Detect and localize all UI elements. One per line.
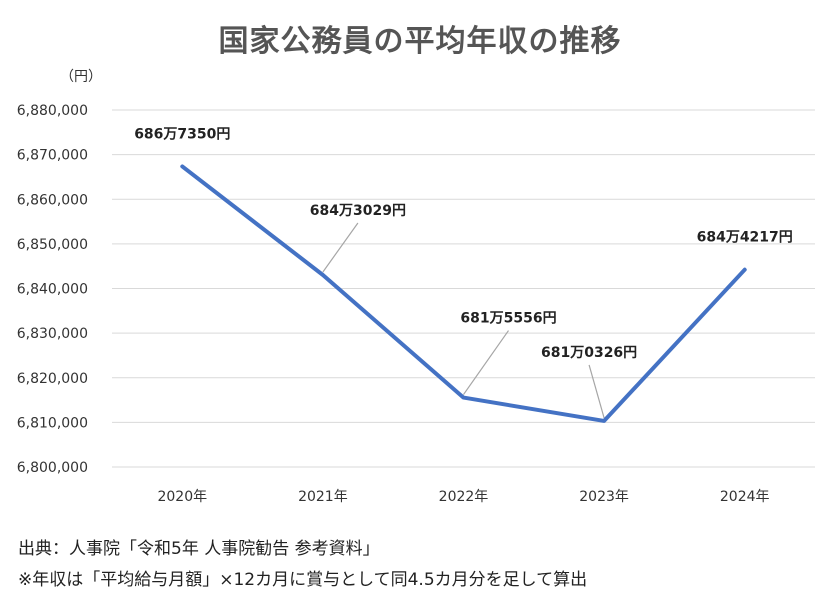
y-tick-label: 6,860,000 xyxy=(17,192,88,208)
x-tick-label: 2024年 xyxy=(720,489,770,505)
x-tick-label: 2021年 xyxy=(298,489,348,505)
leader-line xyxy=(588,364,605,419)
y-tick-label: 6,830,000 xyxy=(17,326,88,342)
line-chart: 6,800,000 6,810,000 6,820,000 6,830,000 6,84… xyxy=(17,69,815,505)
leader-lines xyxy=(322,222,605,419)
y-tick-label: 6,880,000 xyxy=(17,103,88,119)
chart-title: 国家公務員の平均年収の推移 xyxy=(218,24,622,59)
x-axis-ticks: 2020年 2021年 2022年 2023年 2024年 xyxy=(157,489,769,505)
data-label: 686万7350円 xyxy=(134,126,230,142)
series-line-path xyxy=(180,164,747,423)
y-axis-unit-label: （円） xyxy=(60,69,102,85)
leader-line xyxy=(322,222,359,273)
data-label: 684万4217円 xyxy=(697,230,793,246)
y-tick-label: 6,840,000 xyxy=(17,282,88,298)
source-note: 出典：人事院「令和5年 人事院勧告 参考資料」 xyxy=(18,539,380,559)
footnote: ※年収は「平均給与月額」×12カ月に賞与として同4.5カ月分を足して算出 xyxy=(18,570,588,590)
data-label: 681万5556円 xyxy=(460,311,556,327)
x-tick-label: 2023年 xyxy=(579,489,629,505)
y-tick-label: 6,850,000 xyxy=(17,237,88,253)
y-tick-label: 6,800,000 xyxy=(17,460,88,476)
y-tick-label: 6,810,000 xyxy=(17,415,88,431)
data-labels: 686万7350円 684万3029円 681万5556円 681万0326円 684万… xyxy=(134,126,793,360)
leader-line xyxy=(463,330,509,395)
x-tick-label: 2020年 xyxy=(157,489,207,505)
series-line xyxy=(180,164,747,423)
x-tick-label: 2022年 xyxy=(439,489,489,505)
data-label: 681万0326円 xyxy=(541,345,637,361)
data-label: 684万3029円 xyxy=(310,203,406,219)
gridlines xyxy=(112,109,815,468)
y-tick-label: 6,870,000 xyxy=(17,148,88,164)
y-tick-label: 6,820,000 xyxy=(17,371,88,387)
y-axis-ticks: 6,800,000 6,810,000 6,820,000 6,830,000 6,84… xyxy=(17,103,88,476)
